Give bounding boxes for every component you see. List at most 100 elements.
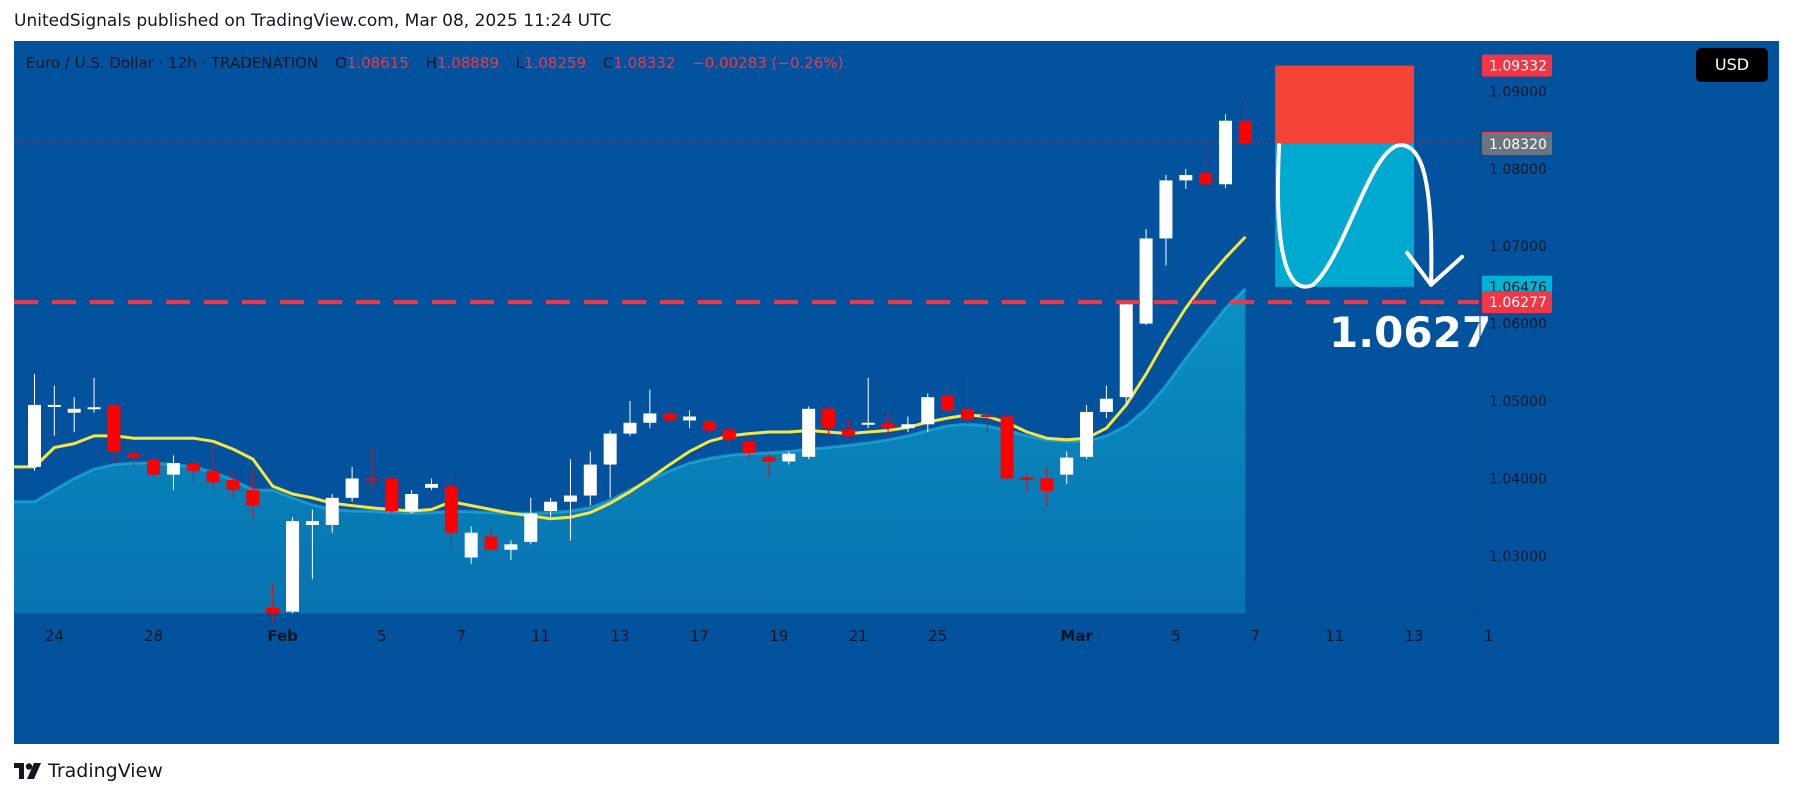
candle-body [1139,238,1153,324]
candle [147,453,161,479]
candle [841,420,855,440]
candle-body [305,521,319,525]
candle [643,389,657,429]
tradingview-logo-icon [14,763,41,779]
candle-body [127,453,141,458]
candle [881,412,895,436]
candle-body [266,607,280,614]
candle-body [742,441,756,453]
candle-body [960,408,974,420]
price-scale-tag: 1.08320 [1482,132,1552,155]
time-tick-label: Feb [267,627,298,645]
candle [1119,301,1133,405]
candle [1000,412,1014,481]
high-value: 1.08889 [436,54,499,72]
candle [802,406,816,460]
candle [1159,174,1173,266]
time-tick-label: 13 [611,627,630,645]
candle-body [802,408,816,457]
candle-body [822,408,835,429]
candle [266,583,280,622]
candle [28,373,41,471]
candle-body [1119,304,1133,398]
price-scale-tag-label: 1.09332 [1489,59,1547,75]
chart-area[interactable]: 1.0627 1.09000 1.08000 1.07000 1.06000 1.0500… [14,41,1779,744]
time-tick-label: 21 [849,627,868,645]
candle [504,540,518,560]
candle-body [1219,120,1232,185]
candle [722,424,736,448]
open-value: 1.08615 [346,54,409,72]
candle-body [1060,457,1074,475]
candle [206,443,220,491]
open-label: O [335,54,347,72]
candle [702,418,716,440]
candle [385,474,399,514]
candle-body [286,521,300,612]
candle [583,451,597,506]
candle [464,526,478,564]
time-tick-label: 7 [457,627,467,645]
candle-body [1000,416,1014,479]
candle [1099,385,1113,419]
price-scale-tag: 1.06277 [1482,291,1552,314]
candle [1139,229,1153,326]
candle [186,459,200,483]
price-tick-label: 1.05000 [1489,394,1547,410]
candle-body [583,464,597,496]
price-chart[interactable]: 1.0627 1.09000 1.08000 1.07000 1.06000 1.0500… [14,41,1779,744]
candle-body [67,408,81,413]
candle [1199,145,1213,190]
price-tick-label: 1.07000 [1489,239,1547,255]
change-value: −0.00283 (−0.26%) [692,54,844,72]
footer-brand[interactable]: TradingView [14,760,163,782]
price-scale-tag-bg [1482,291,1552,314]
low-value: 1.08259 [524,54,587,72]
drawn-arrow-path [1275,143,1434,289]
candle-body [722,429,736,440]
candle-body [504,544,518,550]
candle [544,497,558,518]
stop-loss-zone [1275,65,1415,144]
candle [524,497,538,545]
price-tick-label: 1.06000 [1489,317,1547,333]
take-profit-zone [1275,143,1415,287]
moving-average-line [14,235,1247,521]
candle-body [544,501,558,512]
time-tick-label: 1 [1484,627,1494,645]
candle [782,451,796,465]
candle-body [385,478,399,512]
candle-body [782,453,796,462]
candle-body [901,424,915,429]
time-tick-label: 25 [928,627,947,645]
close-value: 1.08332 [613,54,676,72]
high-label: H [425,54,437,72]
candle-body [464,532,478,558]
candle [1179,168,1193,189]
candle [47,385,61,436]
currency-button[interactable]: USD [1696,48,1768,82]
candle-body [1159,180,1173,239]
candle-body [444,486,458,533]
candle [1238,99,1252,149]
candle [405,490,419,514]
candle-body [881,422,895,429]
candle-body [186,463,200,471]
candle [901,416,915,433]
candle-body [643,413,657,423]
candle-body [246,490,260,506]
time-tick-label: 28 [144,627,163,645]
arrow-head-icon [1405,250,1465,287]
level-annotation-text: 1.0627 [1329,308,1491,357]
close-label: C [602,54,614,72]
candle [921,393,935,433]
candle-body [623,422,637,434]
candle-body [1238,120,1252,144]
time-tick-label: 5 [1171,627,1181,645]
symbol-name: Euro / U.S. Dollar · 12h · TRADENATION [26,54,319,72]
price-tick-label: 1.09000 [1489,84,1547,100]
candle [127,447,141,467]
candle-body [1199,172,1213,185]
candle-body [941,395,955,411]
candle-body [921,397,935,425]
